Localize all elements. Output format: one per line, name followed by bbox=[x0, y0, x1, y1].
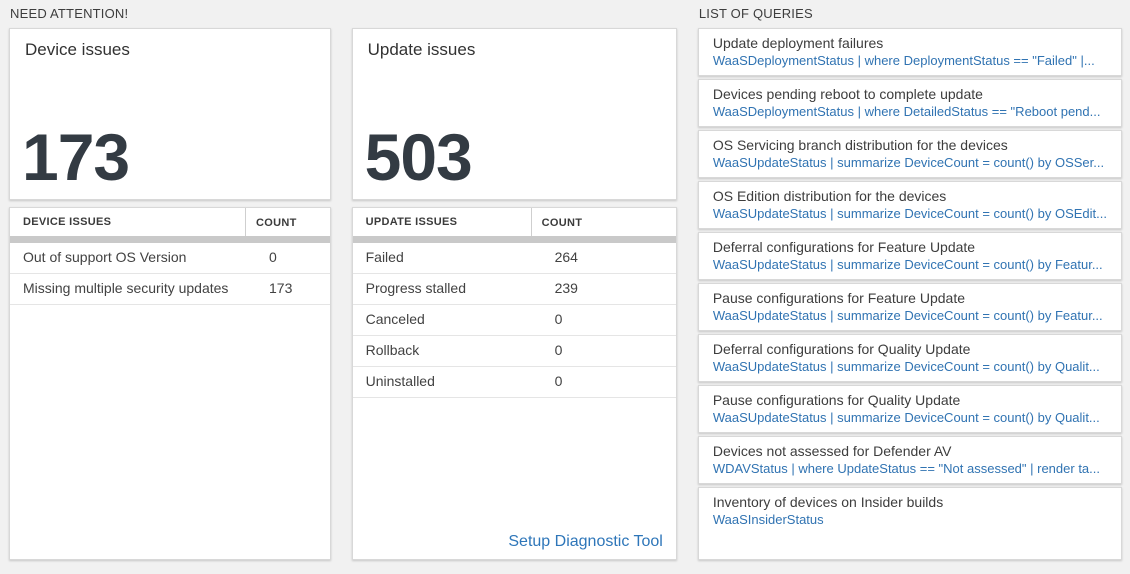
update-table-divider-bar bbox=[352, 236, 676, 243]
device-issue-label: Missing multiple security updates bbox=[23, 280, 229, 296]
query-text: WaaSUpdateStatus | summarize DeviceCount… bbox=[712, 308, 1103, 323]
query-text: WaaSDeploymentStatus | where DetailedSta… bbox=[712, 104, 1101, 119]
list-item[interactable]: Devices not assessed for Defender AV WDA… bbox=[697, 436, 1122, 484]
update-issues-tile[interactable]: Update issues 503 bbox=[351, 28, 677, 200]
device-issues-column: NEED ATTENTION! Device issues 173 DEVICE… bbox=[9, 5, 331, 560]
query-text: WaaSInsiderStatus bbox=[712, 512, 824, 527]
update-issues-count: 503 bbox=[364, 120, 473, 194]
list-item[interactable]: Update deployment failures WaaSDeploymen… bbox=[697, 28, 1122, 76]
update-issue-count: 264 bbox=[554, 249, 578, 265]
device-issues-table: DEVICE ISSUES COUNT Out of support OS Ve… bbox=[9, 207, 331, 560]
query-title: Devices not assessed for Defender AV bbox=[712, 443, 952, 459]
update-issues-column: Update issues 503 UPDATE ISSUES COUNT Fa… bbox=[351, 5, 677, 560]
update-issue-count: 0 bbox=[554, 342, 563, 358]
device-issues-column-header: DEVICE ISSUES bbox=[23, 216, 112, 228]
query-text: WaaSUpdateStatus | summarize DeviceCount… bbox=[712, 155, 1105, 170]
middle-header-spacer bbox=[352, 5, 677, 28]
query-title: Pause configurations for Feature Update bbox=[712, 290, 965, 306]
query-text: WaaSDeploymentStatus | where DeploymentS… bbox=[712, 53, 1095, 68]
list-item[interactable]: Inventory of devices on Insider builds W… bbox=[697, 487, 1122, 560]
query-title: Update deployment failures bbox=[712, 35, 884, 51]
query-title: Devices pending reboot to complete updat… bbox=[712, 86, 983, 102]
list-item[interactable]: Pause configurations for Quality Update … bbox=[697, 385, 1122, 433]
update-issue-label: Progress stalled bbox=[365, 280, 466, 296]
update-table-header-cell: UPDATE ISSUES bbox=[353, 208, 532, 236]
update-issues-column-header: UPDATE ISSUES bbox=[365, 216, 458, 228]
need-attention-header: NEED ATTENTION! bbox=[10, 6, 129, 21]
device-issues-count: 173 bbox=[22, 120, 130, 194]
device-issues-title: Device issues bbox=[25, 40, 130, 59]
list-item[interactable]: OS Servicing branch distribution for the… bbox=[697, 130, 1122, 178]
list-of-queries-header: LIST OF QUERIES bbox=[698, 6, 813, 21]
list-item[interactable]: Deferral configurations for Feature Upda… bbox=[697, 232, 1122, 280]
update-count-header-cell: COUNT bbox=[532, 213, 676, 231]
device-table-header-row: DEVICE ISSUES COUNT bbox=[10, 208, 330, 236]
query-title: Pause configurations for Quality Update bbox=[712, 392, 961, 408]
device-issue-label: Out of support OS Version bbox=[23, 249, 187, 265]
update-issue-label: Rollback bbox=[365, 342, 420, 358]
query-title: Deferral configurations for Quality Upda… bbox=[712, 341, 971, 357]
query-text: WaaSUpdateStatus | summarize DeviceCount… bbox=[712, 410, 1100, 425]
query-list-column: LIST OF QUERIES Update deployment failur… bbox=[697, 5, 1122, 560]
device-count-column-header: COUNT bbox=[256, 217, 297, 229]
query-title: Deferral configurations for Feature Upda… bbox=[712, 239, 976, 255]
update-table-header-row: UPDATE ISSUES COUNT bbox=[353, 208, 676, 236]
update-issue-label: Uninstalled bbox=[365, 373, 435, 389]
table-row[interactable]: Failed 264 bbox=[352, 243, 676, 274]
list-item[interactable]: Devices pending reboot to complete updat… bbox=[697, 79, 1122, 127]
device-count-header-cell: COUNT bbox=[246, 213, 330, 231]
update-issue-count: 0 bbox=[554, 311, 563, 327]
device-table-header-cell: DEVICE ISSUES bbox=[10, 208, 246, 236]
device-issue-count: 173 bbox=[269, 280, 293, 296]
query-title: OS Servicing branch distribution for the… bbox=[712, 137, 1008, 153]
setup-diagnostic-tool-link[interactable]: Setup Diagnostic Tool bbox=[508, 533, 663, 550]
table-row[interactable]: Uninstalled 0 bbox=[352, 367, 676, 398]
query-list: Update deployment failures WaaSDeploymen… bbox=[697, 28, 1122, 560]
table-row[interactable]: Canceled 0 bbox=[352, 305, 676, 336]
device-table-divider-bar bbox=[10, 236, 330, 243]
query-text: WDAVStatus | where UpdateStatus == "Not … bbox=[712, 461, 1100, 476]
table-row[interactable]: Missing multiple security updates 173 bbox=[10, 274, 330, 305]
list-item[interactable]: OS Edition distribution for the devices … bbox=[697, 181, 1122, 229]
query-text: WaaSUpdateStatus | summarize DeviceCount… bbox=[712, 206, 1107, 221]
query-text: WaaSUpdateStatus | summarize DeviceCount… bbox=[712, 257, 1103, 272]
table-row[interactable]: Out of support OS Version 0 bbox=[10, 243, 330, 274]
table-row[interactable]: Progress stalled 239 bbox=[352, 274, 676, 305]
table-row[interactable]: Rollback 0 bbox=[352, 336, 676, 367]
update-issue-label: Failed bbox=[365, 249, 404, 265]
list-item[interactable]: Pause configurations for Feature Update … bbox=[697, 283, 1122, 331]
update-issue-count: 0 bbox=[554, 373, 563, 389]
update-issues-title: Update issues bbox=[367, 40, 476, 59]
update-issues-table: UPDATE ISSUES COUNT Failed 264 Progress … bbox=[351, 207, 677, 560]
update-issue-count: 239 bbox=[554, 280, 578, 296]
update-issue-label: Canceled bbox=[365, 311, 425, 327]
query-title: OS Edition distribution for the devices bbox=[712, 188, 947, 204]
device-issues-tile[interactable]: Device issues 173 bbox=[9, 28, 331, 200]
query-title: Inventory of devices on Insider builds bbox=[712, 494, 944, 510]
list-item[interactable]: Deferral configurations for Quality Upda… bbox=[697, 334, 1122, 382]
update-count-column-header: COUNT bbox=[541, 217, 583, 229]
device-issue-count: 0 bbox=[269, 249, 277, 265]
query-text: WaaSUpdateStatus | summarize DeviceCount… bbox=[712, 359, 1100, 374]
